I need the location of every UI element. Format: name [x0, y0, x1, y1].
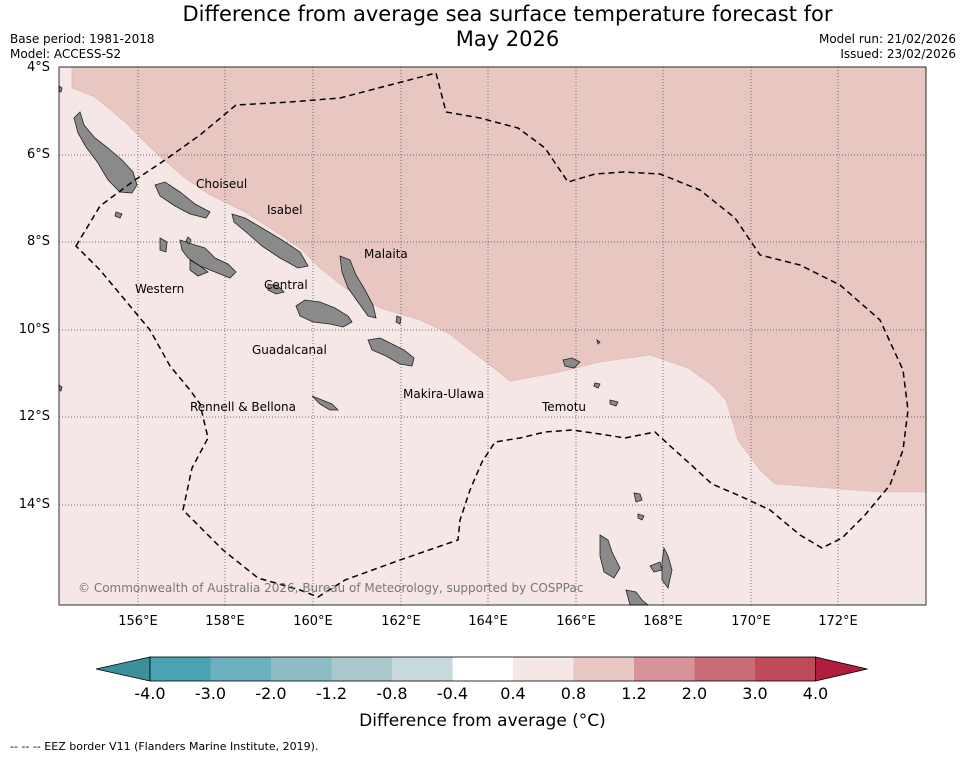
lon-label-168e: 168°E [643, 614, 683, 629]
lon-label-162e: 162°E [381, 614, 421, 629]
colorbar-tick: -3.0 [194, 684, 227, 703]
island-guadalcanal [295, 299, 353, 328]
colorbar-cell [452, 657, 513, 681]
region-malaita: Malaita [364, 247, 408, 261]
island-new-georgia [179, 239, 237, 279]
region-choiseul: Choiseul [196, 177, 248, 191]
colorbar-cell [573, 657, 634, 681]
lon-label-166e: 166°E [556, 614, 596, 629]
ocean-high-anomaly [71, 66, 927, 493]
sst-map [58, 66, 927, 606]
map-frame [58, 66, 927, 606]
chart-title: Difference from average sea surface temp… [150, 2, 865, 52]
eez-border [75, 72, 909, 598]
colorbar [95, 656, 868, 682]
model-run: Model run: 21/02/2026 [818, 32, 956, 46]
island-makira [367, 337, 415, 367]
island-vanikoro [609, 399, 619, 407]
colorbar-cell [210, 657, 271, 681]
island-espiritu-santo [599, 534, 621, 579]
island-malekula [661, 546, 673, 589]
colorbar-tick: 4.0 [802, 684, 829, 703]
base-period: Base period: 1981-2018 [10, 32, 155, 46]
region-makira-ulawa: Makira-Ulawa [403, 387, 485, 401]
title-line-2: May 2026 [455, 27, 560, 51]
island-florida [267, 283, 285, 295]
colorbar-tick: 3.0 [742, 684, 768, 703]
region-western: Western [135, 282, 185, 296]
colorbar-cell [150, 657, 211, 681]
island-small-1 [185, 236, 192, 245]
eez-legend: -- -- -- EEZ border V11 (Flanders Marine… [10, 740, 319, 753]
colorbar-cell [513, 657, 574, 681]
region-guadalcanal: Guadalcanal [252, 343, 327, 357]
colorbar-outline [149, 656, 816, 682]
island-malaita [339, 255, 377, 319]
lon-label-164e: 164°E [468, 614, 508, 629]
lat-label-10s: 10°S [18, 322, 50, 337]
colorbar-tick: -0.8 [376, 684, 408, 703]
island-rennell [311, 395, 339, 411]
island-maewo [649, 561, 663, 573]
island-rendova [189, 259, 209, 277]
colorbar-tick: -1.2 [315, 684, 348, 703]
colorbar-tick: 0.8 [560, 684, 587, 703]
region-isabel: Isabel [267, 203, 303, 217]
lat-label-12s: 12°S [18, 409, 50, 424]
colorbar-cell [634, 657, 695, 681]
colorbar-cell [694, 657, 755, 681]
island-small-3 [593, 382, 601, 389]
island-bougainville [73, 111, 138, 194]
island-small-5 [395, 315, 402, 325]
lon-label-170e: 170°E [731, 614, 771, 629]
island-ndeni [562, 357, 581, 369]
colorbar-arrow-low [95, 656, 151, 682]
colorbar-tick: 0.4 [500, 684, 526, 703]
copyright-credit: © Commonwealth of Australia 2026, Bureau… [78, 581, 584, 595]
lon-label-156e: 156°E [118, 614, 158, 629]
title-line-1: Difference from average sea surface temp… [182, 2, 833, 26]
lon-label-158e: 158°E [205, 614, 245, 629]
island-small-2 [596, 339, 601, 345]
issued-date: Issued: 23/02/2026 [840, 47, 956, 61]
island-choiseul [154, 181, 211, 219]
land-masses [58, 85, 673, 606]
region-temotu: Temotu [542, 400, 587, 414]
colorbar-tick: 2.0 [681, 684, 708, 703]
lon-label-160e: 160°E [293, 614, 333, 629]
region-central: Central [264, 278, 308, 292]
colorbar-tick: 1.2 [621, 684, 647, 703]
colorbar-label: Difference from average (°C) [359, 711, 606, 731]
colorbar-cell [271, 657, 332, 681]
island-isabel [231, 213, 309, 269]
colorbar-arrow-high [815, 656, 868, 682]
colorbar-cell [755, 657, 816, 681]
region-rennell-bellona: Rennell & Bellona [190, 400, 297, 414]
lat-label-14s: 14°S [18, 497, 50, 512]
grid-lines [59, 67, 926, 605]
island-small-4 [637, 513, 645, 521]
colorbar-tick: -2.0 [255, 684, 287, 703]
model-name: Model: ACCESS-S2 [10, 47, 122, 61]
lat-label-4s: 4°S [26, 60, 50, 75]
island-efate [625, 589, 650, 606]
meta-left: Base period: 1981-2018 Model: ACCESS-S2 [10, 32, 155, 62]
colorbar-tick: -4.0 [134, 684, 166, 703]
meta-right: Model run: 21/02/2026 Issued: 23/02/2026 [819, 32, 956, 62]
lat-label-8s: 8°S [26, 234, 50, 249]
lon-label-172e: 172°E [818, 614, 858, 629]
colorbar-cell [392, 657, 453, 681]
island-small-8 [114, 211, 123, 219]
island-torres [633, 492, 643, 503]
colorbar-tick: -0.4 [436, 684, 469, 703]
island-vella [159, 237, 168, 253]
lat-label-6s: 6°S [26, 147, 50, 162]
colorbar-cell [331, 657, 392, 681]
